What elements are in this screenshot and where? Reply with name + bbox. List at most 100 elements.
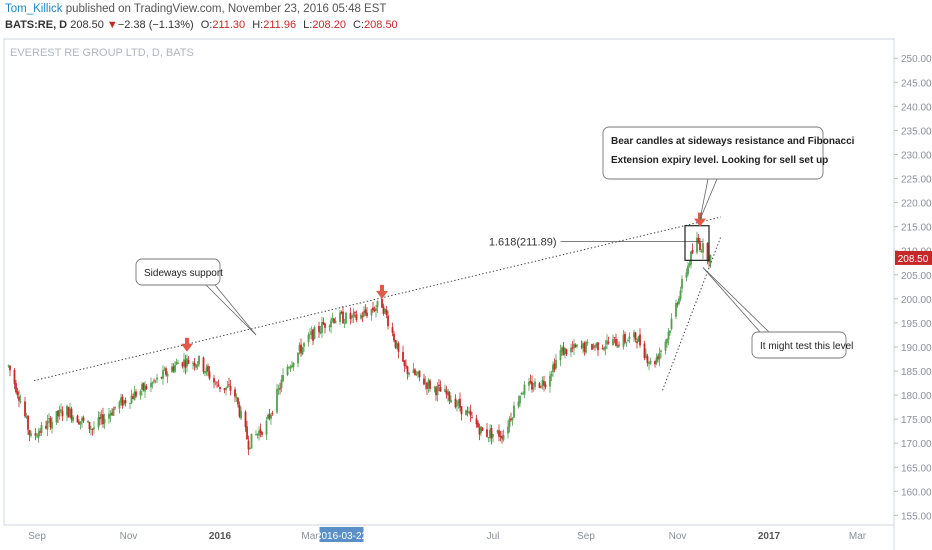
candle-body — [172, 366, 175, 371]
candle-body — [660, 350, 662, 352]
candle-body — [475, 418, 478, 425]
author-link[interactable]: Tom_Killick — [5, 3, 63, 15]
candle-body — [657, 356, 659, 360]
candle-body — [645, 354, 647, 358]
candle-body — [291, 365, 293, 368]
drawings: 1.618(211.89) — [33, 212, 722, 391]
time-tick-label: Sep — [577, 531, 595, 542]
candle-body — [633, 332, 635, 338]
candle-body — [606, 340, 608, 345]
candle-body — [532, 387, 535, 389]
candle-body — [687, 265, 689, 274]
time-tick-label: 2016 — [209, 531, 232, 542]
candle-body — [414, 369, 416, 375]
candle-body — [402, 351, 404, 362]
candle-body — [171, 366, 173, 373]
candle-body — [129, 403, 131, 405]
test-level-note-pointer — [702, 267, 761, 333]
candle-body — [271, 412, 274, 414]
candle-body — [177, 362, 179, 364]
candle-body — [118, 401, 121, 409]
candle-body — [298, 345, 301, 352]
sideways-support-note-box — [135, 258, 221, 286]
candle-body — [580, 346, 583, 348]
candle-body — [49, 418, 52, 428]
candle-body — [360, 314, 362, 319]
candle-body — [70, 408, 73, 420]
candle-body — [702, 243, 704, 253]
candle-body — [165, 368, 167, 375]
price-tick-label: 195.00 — [901, 319, 932, 330]
candle-body — [90, 429, 92, 431]
candle-body — [528, 381, 530, 386]
candle-body — [681, 278, 683, 289]
price-tick-label: 250.00 — [901, 54, 932, 65]
candle-body — [321, 322, 323, 333]
candle-body — [424, 382, 427, 384]
candle-body — [213, 378, 215, 383]
candle-body — [46, 420, 49, 430]
candle-body — [79, 421, 82, 425]
candle-body — [465, 410, 467, 416]
candle-body — [646, 356, 649, 364]
candle-body — [481, 427, 484, 431]
candle-body — [700, 251, 703, 252]
candle-body — [667, 331, 670, 340]
candle-body — [618, 344, 620, 346]
candle-body — [66, 405, 68, 416]
chart-header: Tom_Killick published on TradingView.com… — [0, 0, 932, 36]
candle-body — [447, 390, 449, 396]
candle-body — [228, 384, 230, 386]
candle-body — [27, 415, 29, 430]
candle-body — [709, 255, 712, 264]
last-price-tag — [895, 250, 932, 265]
candle-body — [490, 427, 493, 439]
candle-body — [636, 341, 638, 344]
time-tick-label: Nov — [120, 531, 138, 542]
candle-body — [688, 263, 691, 266]
candle-body — [322, 322, 325, 325]
candle-body — [562, 346, 565, 356]
price-chart[interactable]: EVEREST RE GROUP LTD, D, BATS 155.00 160.… — [0, 36, 932, 550]
price-tick-label: 235.00 — [901, 126, 932, 137]
candle-body — [655, 357, 658, 364]
candle-body — [699, 242, 701, 250]
candle-body — [583, 343, 586, 352]
price-tick-label: 240.00 — [901, 102, 932, 113]
candle-body — [151, 382, 154, 384]
candle-body — [69, 408, 71, 418]
candle-body — [492, 434, 494, 437]
candle-body — [534, 381, 536, 387]
low-label: L: — [303, 19, 313, 31]
candle-body — [13, 369, 16, 384]
price-tick-label: 230.00 — [901, 150, 932, 161]
candle-body — [154, 380, 157, 382]
candle-body — [513, 405, 515, 418]
candle-body — [282, 374, 284, 382]
candle-body — [510, 418, 512, 421]
candle-body — [384, 308, 386, 313]
time-tick-label: Mar — [301, 531, 319, 542]
candle-body — [319, 331, 322, 334]
candle-body — [204, 371, 206, 374]
candle-body — [498, 430, 500, 437]
candle-body — [9, 365, 11, 371]
candle-body — [255, 434, 257, 436]
time-tick-label: Nov — [669, 531, 687, 542]
candle-body — [124, 400, 127, 404]
candle-body — [313, 327, 316, 339]
candle-body — [666, 339, 668, 344]
candle-body — [396, 343, 398, 349]
candle-body — [39, 431, 41, 433]
last-price: 208.50 — [70, 19, 104, 31]
price-change: −2.38 (−1.13%) — [117, 19, 194, 31]
candle-body — [250, 433, 253, 449]
candle-body — [156, 377, 158, 380]
candle-body — [444, 389, 446, 392]
candle-body — [132, 396, 134, 399]
publish-info: published on TradingView.com, November 2… — [62, 3, 387, 15]
candle-body — [309, 334, 311, 335]
candle-body — [405, 365, 407, 367]
candle-body — [58, 409, 61, 417]
